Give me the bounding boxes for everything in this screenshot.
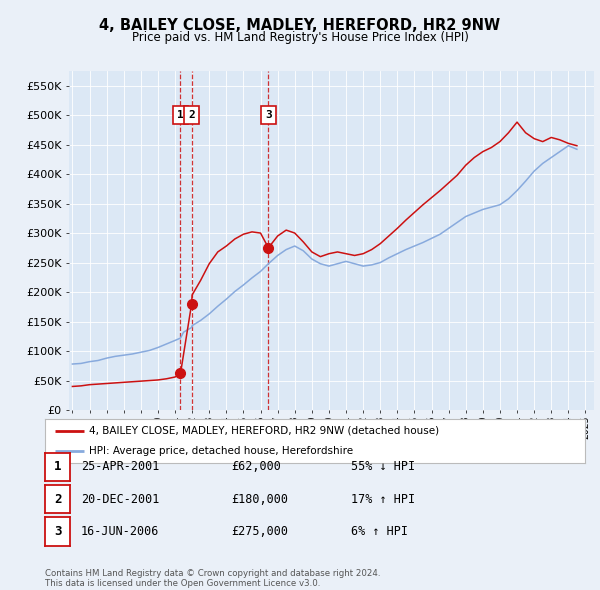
Text: 1: 1 bbox=[177, 110, 184, 120]
Text: HPI: Average price, detached house, Herefordshire: HPI: Average price, detached house, Here… bbox=[89, 446, 353, 456]
Text: 4, BAILEY CLOSE, MADLEY, HEREFORD, HR2 9NW: 4, BAILEY CLOSE, MADLEY, HEREFORD, HR2 9… bbox=[100, 18, 500, 33]
Text: 25-APR-2001: 25-APR-2001 bbox=[81, 460, 160, 473]
Text: 17% ↑ HPI: 17% ↑ HPI bbox=[351, 493, 415, 506]
Text: 1: 1 bbox=[54, 460, 61, 473]
Text: 4, BAILEY CLOSE, MADLEY, HEREFORD, HR2 9NW (detached house): 4, BAILEY CLOSE, MADLEY, HEREFORD, HR2 9… bbox=[89, 426, 439, 436]
Text: £275,000: £275,000 bbox=[231, 525, 288, 538]
Text: 2: 2 bbox=[54, 493, 61, 506]
Text: Price paid vs. HM Land Registry's House Price Index (HPI): Price paid vs. HM Land Registry's House … bbox=[131, 31, 469, 44]
Text: 55% ↓ HPI: 55% ↓ HPI bbox=[351, 460, 415, 473]
Text: 3: 3 bbox=[54, 525, 61, 538]
Text: 2: 2 bbox=[188, 110, 195, 120]
Text: 3: 3 bbox=[265, 110, 272, 120]
Text: £180,000: £180,000 bbox=[231, 493, 288, 506]
Text: 20-DEC-2001: 20-DEC-2001 bbox=[81, 493, 160, 506]
Text: 16-JUN-2006: 16-JUN-2006 bbox=[81, 525, 160, 538]
Text: £62,000: £62,000 bbox=[231, 460, 281, 473]
Text: Contains HM Land Registry data © Crown copyright and database right 2024.
This d: Contains HM Land Registry data © Crown c… bbox=[45, 569, 380, 588]
Text: 6% ↑ HPI: 6% ↑ HPI bbox=[351, 525, 408, 538]
